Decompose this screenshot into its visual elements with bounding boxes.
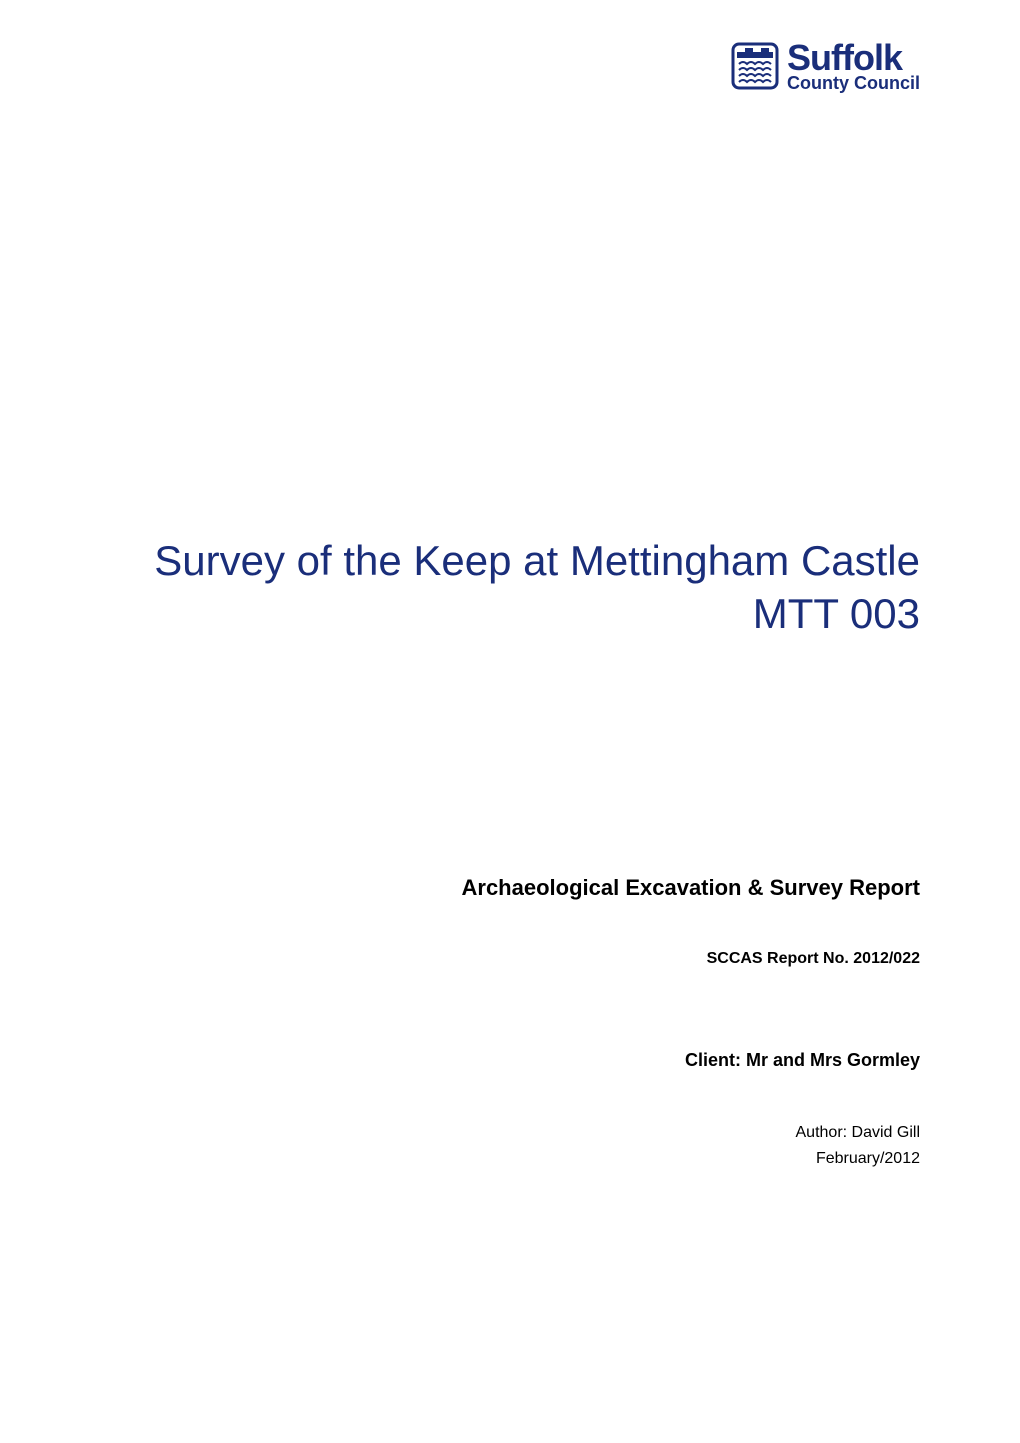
- document-subtitle: Archaeological Excavation & Survey Repor…: [100, 875, 920, 901]
- logo-main-text: Suffolk: [787, 40, 920, 76]
- title-line-2: MTT 003: [100, 588, 920, 641]
- report-number: SCCAS Report No. 2012/022: [100, 950, 920, 968]
- client-line: Client: Mr and Mrs Gormley: [100, 1050, 920, 1071]
- logo-text-block: Suffolk County Council: [787, 40, 920, 92]
- document-page: Suffolk County Council Survey of the Kee…: [0, 0, 1020, 1443]
- document-title: Survey of the Keep at Mettingham Castle …: [100, 535, 920, 640]
- organization-logo: Suffolk County Council: [731, 40, 920, 92]
- date-line: February/2012: [100, 1146, 920, 1172]
- author-line: Author: David Gill: [100, 1120, 920, 1146]
- author-block: Author: David Gill February/2012: [100, 1120, 920, 1171]
- title-line-1: Survey of the Keep at Mettingham Castle: [100, 535, 920, 588]
- suffolk-crest-icon: [731, 42, 779, 90]
- logo-sub-text: County Council: [787, 74, 920, 92]
